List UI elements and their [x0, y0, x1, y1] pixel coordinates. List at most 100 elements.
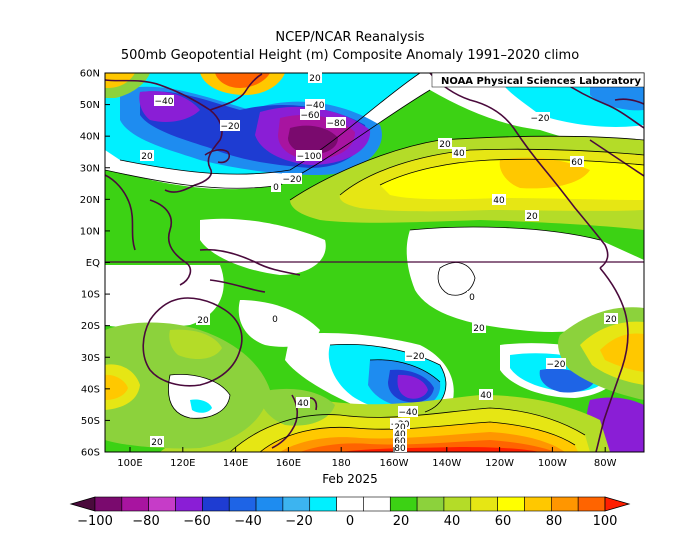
- colorbar-swatch: [497, 496, 525, 512]
- colorbar-tick-label: −20: [285, 514, 312, 529]
- lat-tick-label: 10N: [80, 226, 100, 237]
- so-90-zone: [340, 447, 540, 452]
- s-indian-60-zone: [105, 374, 128, 400]
- chart-title: NCEP/NCAR Reanalysis: [275, 30, 425, 45]
- contour-label: −60: [300, 109, 320, 121]
- contour-label: −20: [546, 358, 566, 370]
- colorbar-swatch: [551, 496, 579, 512]
- lat-tick-label: 20N: [80, 195, 100, 206]
- lon-tick-label: 120E: [170, 458, 195, 469]
- lat-tick-label: 10S: [81, 290, 100, 301]
- colorbar-tick-label: 80: [546, 514, 563, 529]
- lon-tick-label: 140E: [223, 458, 248, 469]
- svg-text:20: 20: [473, 324, 485, 334]
- lat-tick-label: 20S: [81, 321, 100, 332]
- lat-tick-label: 50S: [81, 416, 100, 427]
- lat-tick-label: 30S: [81, 353, 100, 364]
- indian-zero-zone: [105, 265, 224, 329]
- colorbar-swatch: [282, 496, 311, 512]
- contour-label: 40: [452, 147, 466, 159]
- svg-text:20: 20: [394, 423, 406, 433]
- aus-20b-zone: [169, 329, 222, 360]
- coastlines: [105, 73, 644, 452]
- na-m40-zone: [590, 85, 644, 111]
- contour-label: −20: [220, 120, 240, 132]
- anomaly-field: [105, 73, 644, 452]
- contour-label: 20: [438, 138, 452, 150]
- svg-text:20: 20: [151, 438, 163, 448]
- contour-label: −80: [326, 117, 346, 129]
- na-60-zone: [499, 157, 590, 189]
- svg-text:40: 40: [394, 430, 406, 440]
- svg-text:−80: −80: [327, 119, 346, 129]
- svg-text:20: 20: [439, 140, 451, 150]
- lon-tick-label: 180: [332, 458, 351, 469]
- contour-label: 0: [467, 291, 477, 303]
- contour-label: 20: [525, 210, 539, 222]
- svg-text:80: 80: [394, 444, 406, 454]
- contour-label: −20: [282, 173, 302, 185]
- colorbar-tick-label: 0: [346, 514, 354, 529]
- lat-tick-label: 40S: [81, 384, 100, 395]
- lon-tick-label: 80W: [594, 458, 617, 469]
- colorbar-swatch: [94, 496, 123, 512]
- lat-tick-label: 60N: [80, 69, 100, 80]
- contour-label: 0: [270, 313, 280, 325]
- lat-tick-label: 50N: [80, 100, 100, 111]
- lon-tick-label: 140W: [432, 458, 461, 469]
- lat-tick-label: 30N: [80, 163, 100, 174]
- colorbar-swatch: [389, 496, 418, 512]
- contour-label: 40: [296, 397, 310, 409]
- svg-text:40: 40: [480, 391, 492, 401]
- contour-label: 40: [393, 429, 407, 440]
- sa-60-zone: [600, 333, 644, 372]
- contour-label: 60: [393, 436, 407, 447]
- contour-label: 20: [604, 313, 618, 325]
- svg-text:20: 20: [141, 152, 153, 162]
- s-aus-m20-zone: [190, 399, 212, 413]
- lon-tick-label: 120W: [485, 458, 514, 469]
- colorbar-swatch: [524, 496, 552, 512]
- colorbar-swatch: [148, 496, 176, 512]
- svg-text:−20: −20: [221, 122, 240, 132]
- chart-subtitle: 500mb Geopotential Height (m) Composite …: [120, 48, 580, 63]
- contour-label: −40: [398, 406, 418, 418]
- svg-text:−40: −40: [155, 97, 174, 107]
- colorbar-swatch: [336, 496, 364, 512]
- lat-tick-label: 40N: [80, 132, 100, 143]
- contour-label: 40: [492, 194, 506, 206]
- contour-label: 20: [196, 314, 210, 326]
- svg-text:−40: −40: [306, 101, 325, 111]
- lon-tick-label: 160W: [380, 458, 409, 469]
- colorbar-left-arrow: [69, 496, 96, 512]
- svg-text:40: 40: [493, 196, 505, 206]
- svg-text:20: 20: [197, 316, 209, 326]
- contour-label: 60: [570, 156, 584, 168]
- lat-axis: 60N 50N 40N 30N 20N 10N EQ 10S 20S 30S 40S 50S 60S: [80, 69, 110, 459]
- contour-label: −20: [405, 350, 425, 362]
- colorbar-tick-label: 100: [593, 514, 618, 529]
- colorbar-tick-label: 40: [444, 514, 461, 529]
- colorbar-swatch: [416, 496, 445, 512]
- contour-label: 20: [472, 322, 486, 334]
- colorbar-tick-label: 60: [495, 514, 512, 529]
- credit-text: NOAA Physical Sciences Laboratory: [441, 76, 642, 87]
- colorbar-right-arrow: [604, 496, 631, 512]
- colorbar-swatch: [202, 496, 230, 512]
- svg-text:40: 40: [297, 399, 309, 409]
- contour-label: 20: [308, 72, 322, 84]
- contour-label: −100: [296, 150, 322, 162]
- lon-tick-label: 100W: [538, 458, 567, 469]
- colorbar-swatch: [228, 496, 257, 512]
- colorbar-tick-label: −80: [132, 514, 159, 529]
- lat-tick-label: 60S: [81, 448, 100, 459]
- colorbar: −100 −80 −60 −40 −20 0 20 40 60 80 100: [69, 496, 631, 529]
- contour-label-group: −100 −80 −60 −40 −20 0 −40 −20 20 40 60 …: [140, 72, 618, 454]
- svg-text:60: 60: [571, 158, 583, 168]
- contour-label: 20: [150, 436, 164, 448]
- colorbar-swatch: [121, 496, 149, 512]
- contour-label: 80: [393, 443, 407, 454]
- lon-tick-label: 100E: [117, 458, 142, 469]
- colorbar-swatch: [175, 496, 203, 512]
